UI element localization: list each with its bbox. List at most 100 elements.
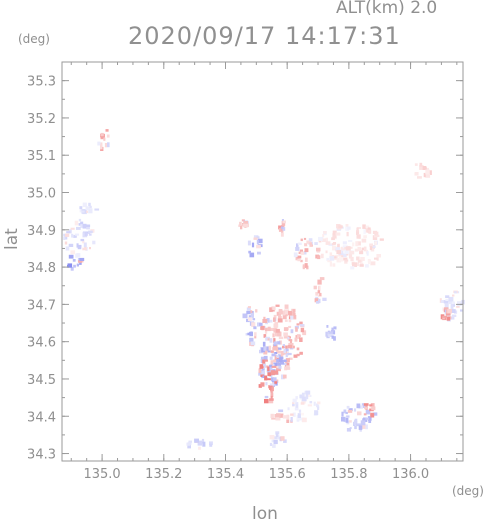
x-tick-label: 135.2 xyxy=(145,467,182,482)
echo-cell xyxy=(444,303,449,309)
echo-cell xyxy=(282,315,287,320)
echo-cell xyxy=(82,232,85,238)
echo-cell xyxy=(242,313,248,319)
echo-cell xyxy=(86,224,91,227)
echo-cell xyxy=(295,246,300,251)
echo-cell xyxy=(364,407,368,410)
echo-cell xyxy=(363,403,369,406)
echo-cell xyxy=(298,409,302,413)
echo-cell xyxy=(284,363,287,366)
echo-cell xyxy=(326,257,329,261)
echo-cell xyxy=(448,296,454,302)
echo-cell xyxy=(272,347,278,350)
echo-cell xyxy=(281,221,286,226)
echo-cell xyxy=(366,251,369,256)
echo-cell xyxy=(79,257,85,261)
echo-cell xyxy=(356,227,359,232)
echo-cell xyxy=(276,435,280,440)
echo-cell xyxy=(301,417,307,423)
echo-cell xyxy=(264,399,269,404)
plot-frame xyxy=(61,61,464,462)
echo-cell xyxy=(82,223,87,229)
echo-cell xyxy=(342,257,348,261)
echo-cell xyxy=(263,355,268,361)
echo-cell xyxy=(270,413,274,418)
echo-cell xyxy=(357,241,361,246)
echo-cell xyxy=(451,314,457,317)
echo-cell xyxy=(305,390,311,395)
echo-cell xyxy=(264,329,268,334)
echo-cell xyxy=(376,234,380,237)
echo-cell xyxy=(326,335,330,339)
echo-cell xyxy=(94,208,100,211)
echo-cell xyxy=(357,411,362,416)
echo-cell xyxy=(260,325,265,330)
echo-cell xyxy=(365,225,370,229)
echo-cell xyxy=(450,316,455,320)
echo-cell xyxy=(270,309,275,312)
echo-cell xyxy=(301,392,305,397)
echo-cell xyxy=(325,250,328,254)
echo-cell xyxy=(425,169,430,175)
echo-cell xyxy=(285,367,291,370)
echo-cell xyxy=(331,327,334,333)
echo-cell xyxy=(354,408,357,412)
echo-cell xyxy=(241,219,245,222)
echo-cell xyxy=(266,318,270,323)
echo-cell xyxy=(276,350,282,354)
y-tick-label: 35.3 xyxy=(27,75,56,90)
echo-cell xyxy=(348,408,353,412)
echo-cell xyxy=(290,417,293,422)
echo-cell xyxy=(76,263,79,267)
x-tick-label: 135.0 xyxy=(83,467,120,482)
echo-cell xyxy=(452,309,456,313)
echo-cell xyxy=(361,238,367,243)
echo-cell xyxy=(83,232,87,237)
echo-cell xyxy=(355,241,359,247)
echo-cell xyxy=(274,352,278,355)
echo-cell xyxy=(296,335,300,339)
echo-cell xyxy=(451,301,455,305)
echo-cell xyxy=(263,349,268,355)
echo-cell xyxy=(297,258,301,262)
y-tick-label: 34.4 xyxy=(27,410,56,425)
echo-cell xyxy=(187,442,192,445)
echo-cell xyxy=(303,237,307,240)
echo-cell xyxy=(286,352,292,356)
echo-cell xyxy=(279,413,284,418)
echo-cell xyxy=(442,315,448,318)
echo-cell xyxy=(240,225,243,230)
echo-cell xyxy=(318,240,322,243)
echo-cell xyxy=(361,424,366,429)
echo-cell xyxy=(454,291,457,294)
echo-cell xyxy=(271,353,276,357)
y-tick-label: 34.6 xyxy=(27,336,56,351)
echo-cell xyxy=(63,236,66,240)
echo-cell xyxy=(275,328,280,333)
echo-cell xyxy=(263,346,267,351)
echo-cell xyxy=(332,263,336,267)
echo-cell xyxy=(292,398,297,403)
echo-cell xyxy=(259,349,263,354)
echo-cell xyxy=(365,228,369,233)
echo-cell xyxy=(255,309,258,313)
echo-cell xyxy=(284,319,288,322)
y-tick-label: 34.8 xyxy=(27,261,56,276)
echo-cell xyxy=(368,260,371,264)
echo-cell xyxy=(445,295,450,298)
echo-cell xyxy=(296,255,302,259)
echo-cell xyxy=(296,243,299,249)
echo-cell xyxy=(275,431,280,435)
echo-cell xyxy=(369,246,372,250)
echo-cell xyxy=(270,392,274,398)
echo-cell xyxy=(346,246,351,251)
echo-cell xyxy=(419,165,424,170)
echo-cell xyxy=(73,264,76,268)
echo-cell xyxy=(271,439,275,443)
echo-cell xyxy=(320,253,324,259)
echo-cell xyxy=(357,246,361,252)
echo-cell xyxy=(283,374,287,379)
echo-cell xyxy=(81,210,85,213)
echo-cell xyxy=(287,407,290,411)
echo-cell xyxy=(314,410,319,415)
